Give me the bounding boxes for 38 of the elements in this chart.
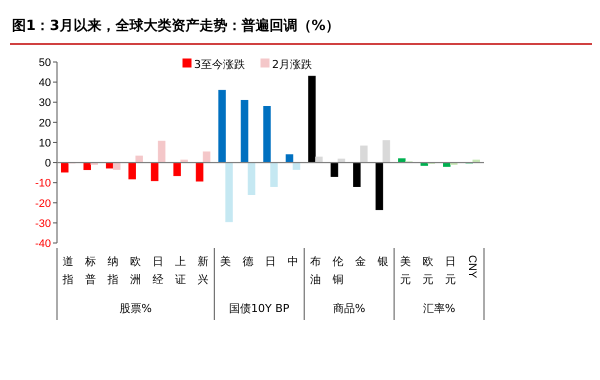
y-tick-label: 10	[38, 137, 51, 150]
y-tick-label: -40	[35, 238, 51, 250]
y-tick-label: -20	[35, 198, 51, 210]
x-tick-label: 新兴	[198, 255, 209, 286]
x-tick-label: 美	[220, 255, 232, 268]
x-tick-label: 金	[354, 255, 366, 268]
x-tick-label: 欧元	[422, 255, 434, 286]
y-tick-label: 50	[38, 57, 51, 69]
text: 国债10Y BP	[229, 302, 290, 315]
y-tick-label: 20	[38, 117, 51, 130]
y-tick-label: -30	[35, 218, 51, 230]
y-tick-label: 0	[44, 158, 51, 170]
chart-title: 图1：3月以来，全球大类资产走势：普遍回调（%）	[12, 17, 340, 34]
x-tick-label: 标普	[84, 255, 96, 286]
x-tick-label: 伦铜	[331, 255, 344, 286]
x-tick-label: 美元	[400, 255, 411, 286]
x-tick-label: 上证	[175, 255, 186, 286]
legend-item: 2月涨跌	[260, 58, 312, 71]
x-tick-label: 德	[242, 255, 254, 268]
x-tick-label: 纳指	[106, 255, 119, 286]
legend-label: 3至今涨跌	[194, 58, 245, 71]
x-tick-label: 布油	[310, 255, 321, 286]
y-tick-label: 40	[38, 77, 51, 90]
y-tick-label: -10	[35, 178, 51, 190]
text: 汇率%	[422, 302, 456, 315]
legend-item: 3至今涨跌	[182, 58, 245, 71]
x-tick-label: 日经	[152, 255, 164, 286]
y-tick-label: 30	[38, 97, 51, 110]
x-tick-label: 银	[376, 255, 388, 268]
x-tick-label: 中	[287, 255, 298, 268]
text: 股票%	[119, 302, 152, 315]
x-tick-label: 日	[265, 255, 276, 268]
x-tick-label: CNY	[466, 255, 478, 279]
x-tick-label: 日元	[444, 255, 456, 286]
x-tick-label: 道指	[62, 255, 74, 286]
legend-label: 2月涨跌	[272, 58, 312, 71]
text: 商品%	[332, 302, 366, 315]
x-tick-label: 欧洲	[130, 255, 142, 286]
